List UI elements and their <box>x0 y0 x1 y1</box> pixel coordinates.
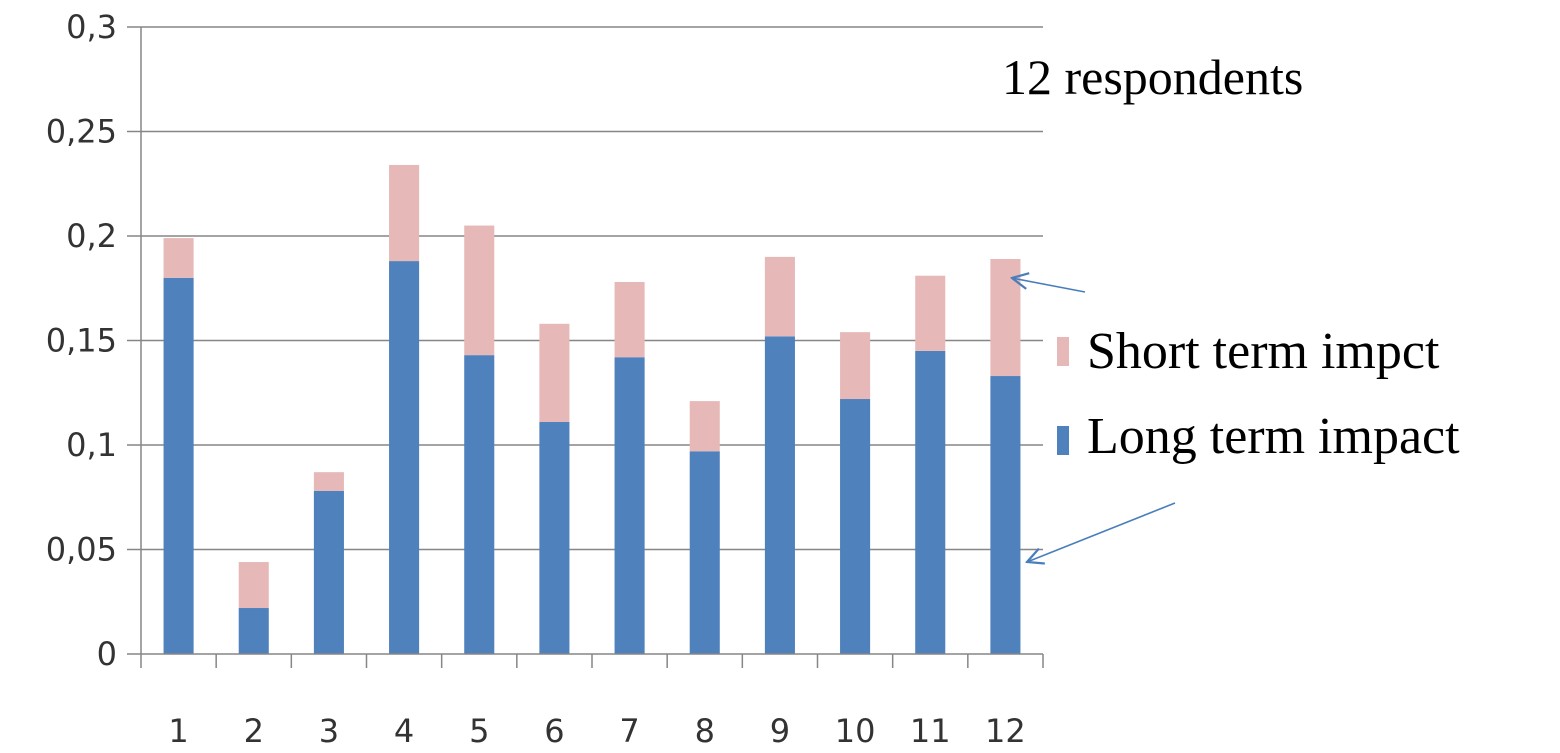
legend: Short term impct Long term impact <box>1057 323 1460 465</box>
bar-short-term-5 <box>464 225 495 356</box>
bar-long-term-8 <box>689 451 720 654</box>
legend-swatch-long-term <box>1057 426 1069 455</box>
gridlines <box>141 26 1043 551</box>
y-tick-label-3: 0,15 <box>46 322 117 360</box>
arrow-to-long-term <box>1027 502 1176 562</box>
y-tick-label-0: 0 <box>97 635 117 673</box>
bar-long-term-9 <box>764 336 795 654</box>
x-tick-label-8: 8 <box>695 712 715 750</box>
x-tick-label-6: 6 <box>544 712 564 750</box>
bar-short-term-6 <box>539 323 570 423</box>
bar-long-term-12 <box>990 376 1021 654</box>
legend-swatch-short-term <box>1057 337 1069 366</box>
bar-short-term-10 <box>840 332 871 400</box>
x-tick-label-5: 5 <box>469 712 489 750</box>
y-tick-label-4: 0,2 <box>66 217 117 255</box>
bar-short-term-1 <box>163 238 194 278</box>
bar-short-term-11 <box>915 275 946 351</box>
bar-long-term-1 <box>163 277 194 654</box>
bar-short-term-3 <box>313 472 344 491</box>
x-tick-label-10: 10 <box>835 712 876 750</box>
x-tick-label-9: 9 <box>770 712 790 750</box>
x-tick-label-12: 12 <box>985 712 1026 750</box>
y-tick-label-5: 0,25 <box>46 113 117 151</box>
x-tick-label-2: 2 <box>244 712 264 750</box>
bar-long-term-6 <box>539 422 570 654</box>
bar-long-term-4 <box>389 261 420 654</box>
bar-short-term-4 <box>389 164 420 262</box>
y-tick-label-2: 0,1 <box>66 426 117 464</box>
bar-short-term-8 <box>689 401 720 452</box>
bar-long-term-10 <box>840 399 871 654</box>
bar-long-term-11 <box>915 350 946 654</box>
legend-label-long-term: Long term impact <box>1087 408 1460 465</box>
bar-long-term-2 <box>238 608 269 654</box>
x-tick-label-7: 7 <box>619 712 639 750</box>
respondents-annotation: 12 respondents <box>1002 49 1303 105</box>
y-tick-label-1: 0,05 <box>46 531 117 569</box>
x-tick-label-3: 3 <box>319 712 339 750</box>
x-tick-label-11: 11 <box>910 712 951 750</box>
arrow-to-short-term <box>1012 278 1086 293</box>
bar-long-term-5 <box>464 355 495 654</box>
bar-short-term-2 <box>238 562 269 609</box>
bars <box>163 164 1021 654</box>
axes: 00,050,10,150,20,250,31 2 3 4 5 6 7 8 9 10 11 12 <box>46 8 1044 750</box>
bar-short-term-7 <box>614 281 645 358</box>
bar-short-term-12 <box>990 258 1021 377</box>
x-tick-label-1: 1 <box>168 712 188 750</box>
bar-long-term-7 <box>614 357 645 654</box>
y-tick-label-6: 0,3 <box>66 8 117 46</box>
x-tick-label-4: 4 <box>394 712 414 750</box>
bar-short-term-9 <box>764 256 795 337</box>
bar-long-term-3 <box>313 490 344 654</box>
legend-label-short-term: Short term impct <box>1087 323 1440 380</box>
